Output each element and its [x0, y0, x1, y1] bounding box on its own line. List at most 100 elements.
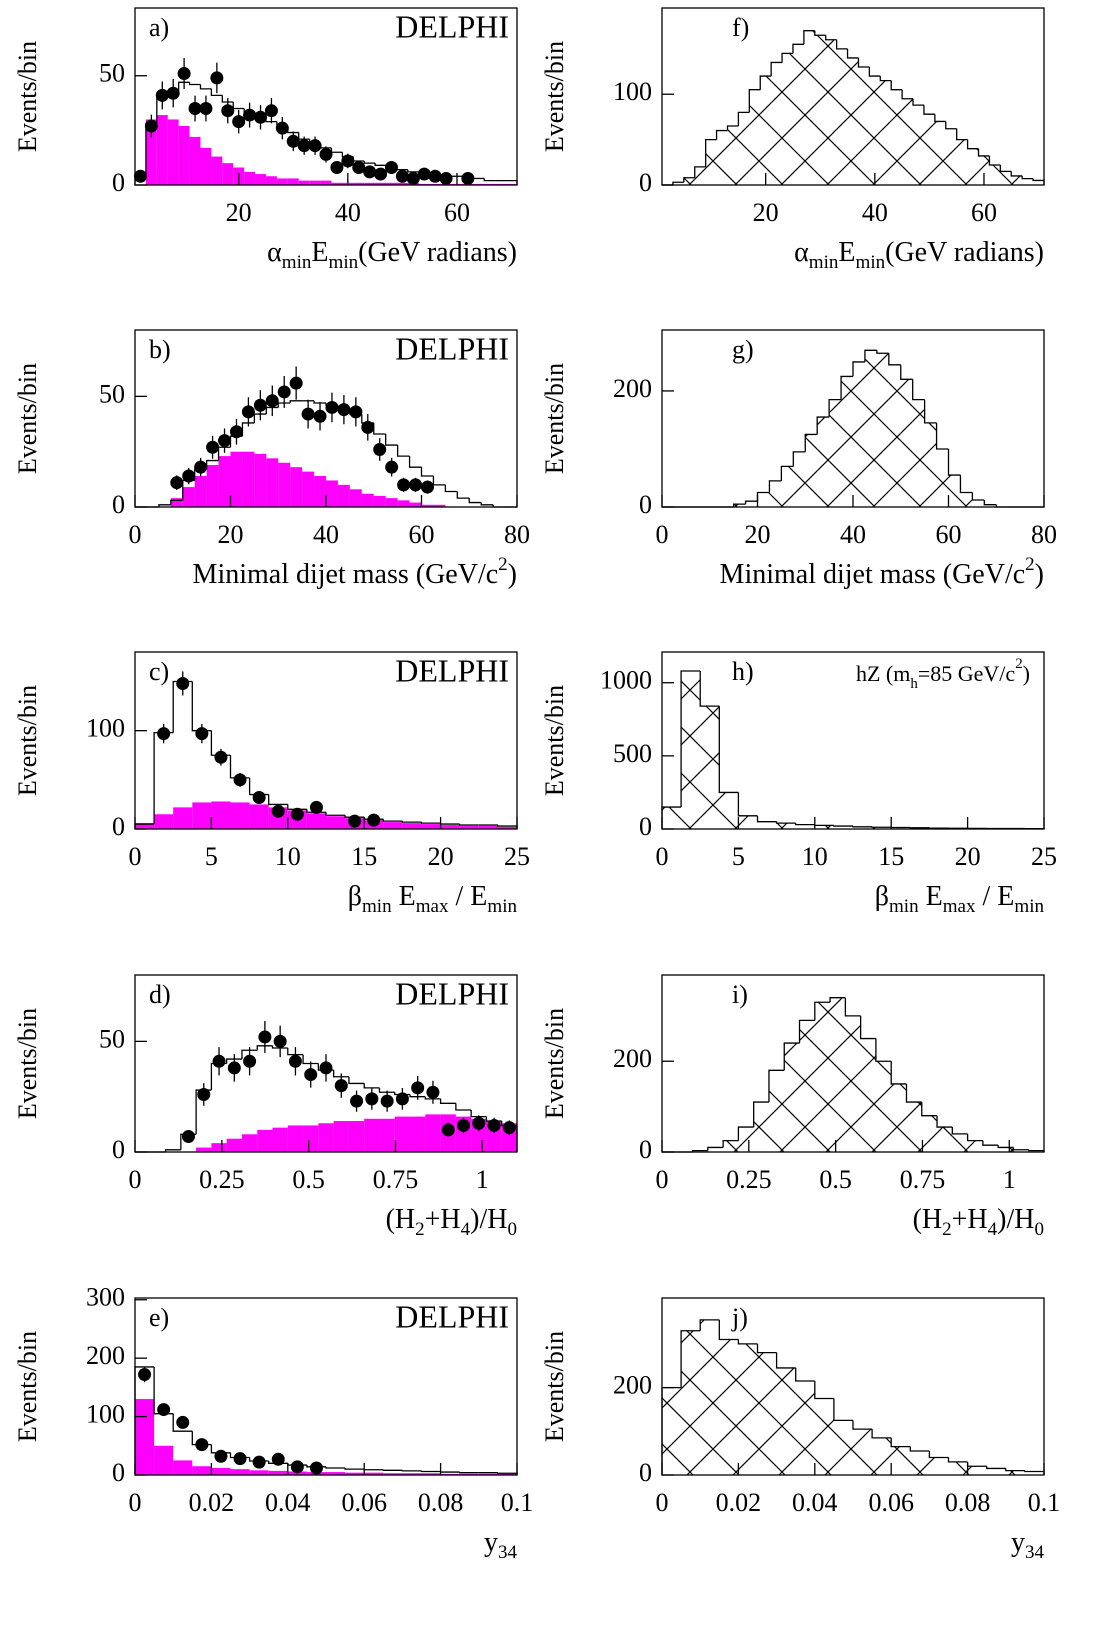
signal-bar	[672, 182, 684, 185]
x-tick-label: 15	[351, 842, 377, 871]
data-point	[199, 102, 213, 116]
y-tick-label: 0	[639, 168, 652, 197]
background-bar	[242, 451, 255, 507]
signal-outline	[852, 1420, 873, 1430]
data-point	[271, 804, 285, 818]
background-bar	[421, 504, 434, 507]
data-point	[341, 154, 355, 168]
signal-outline	[909, 1446, 930, 1452]
y-tick-label: 0	[639, 812, 652, 841]
plot-frame	[134, 974, 518, 1153]
total-outline	[348, 1076, 365, 1085]
signal-outline	[900, 364, 913, 380]
background-bar	[226, 1138, 242, 1152]
label-part: min	[809, 252, 839, 273]
signal-bar	[989, 165, 1001, 185]
x-axis-label: (H2+H4)/H0	[913, 1204, 1044, 1240]
signal-outline	[890, 1437, 911, 1448]
signal-bar	[836, 48, 848, 185]
background-bar	[433, 504, 446, 507]
signal-bar	[1028, 1150, 1044, 1152]
background-bar	[394, 1116, 411, 1152]
total-outline	[363, 160, 376, 164]
data-point	[229, 425, 243, 439]
signal-bar	[829, 399, 842, 507]
x-tick-label: 5	[732, 842, 745, 871]
data-point	[277, 385, 291, 399]
label-part: 2	[1015, 656, 1022, 672]
background-bar	[402, 1473, 422, 1475]
background-bar	[211, 1143, 227, 1152]
y-tick-label: 0	[112, 1135, 125, 1164]
x-tick-label: 0	[656, 1488, 669, 1517]
background-bar	[278, 462, 291, 507]
signal-outline	[833, 1398, 853, 1422]
x-tick-label: 10	[802, 842, 828, 871]
signal-outline	[844, 997, 861, 1017]
label-part: max	[416, 896, 449, 917]
signal-outline	[988, 155, 1001, 166]
data-point	[304, 1068, 318, 1082]
signal-outline	[718, 706, 739, 794]
signal-bar	[1024, 1471, 1044, 1475]
background-bar	[302, 471, 315, 507]
x-tick-label: 0	[129, 1488, 142, 1517]
x-tick-label: 20	[218, 520, 244, 549]
y-tick-label: 200	[613, 1371, 652, 1400]
panel-label: j)	[731, 1303, 748, 1332]
total-outline	[459, 1472, 479, 1474]
experiment-tag: DELPHI	[395, 1298, 509, 1334]
x-tick-label: 40	[840, 520, 866, 549]
panel-label: f)	[732, 13, 749, 42]
signal-bar	[662, 807, 682, 829]
y-tick-label: 300	[86, 1283, 125, 1312]
background-bar	[337, 484, 350, 507]
x-tick-label: 25	[504, 842, 530, 871]
label-part: E	[392, 881, 416, 912]
signal-outline	[923, 399, 937, 424]
data-point	[309, 1461, 323, 1475]
label-part: 34	[1025, 1542, 1045, 1563]
data-point	[428, 169, 442, 183]
y-axis-label: Events/bin	[540, 1331, 569, 1442]
background-bar	[249, 804, 269, 829]
background-bar	[421, 1473, 441, 1475]
plot-frame	[661, 7, 1045, 186]
data-point	[397, 478, 411, 492]
signal-bar	[1022, 178, 1034, 185]
background-bar	[314, 476, 326, 507]
y-tick-label: 50	[99, 379, 125, 408]
background-bar	[373, 495, 386, 507]
background-bar	[268, 1470, 288, 1475]
signal-bar	[776, 823, 796, 829]
data-point	[313, 409, 327, 423]
total-outline	[313, 400, 326, 404]
background-bar	[173, 807, 193, 829]
label-part: min	[889, 896, 919, 917]
background-bar	[383, 1473, 403, 1475]
total-outline	[444, 484, 458, 493]
x-tick-label: 0.5	[292, 1165, 325, 1194]
experiment-tag: DELPHI	[395, 8, 509, 44]
background-bar	[364, 1118, 380, 1152]
signal-bar	[745, 501, 758, 507]
data-point	[361, 420, 375, 434]
background-bar	[331, 182, 343, 185]
label-part: / E	[976, 881, 1015, 912]
signal-outline	[840, 375, 853, 400]
signal-outline	[1012, 1147, 1029, 1151]
x-tick-label: 0.08	[418, 1488, 464, 1517]
label-part: E	[838, 237, 855, 268]
signal-bar	[872, 827, 892, 829]
label-part: (GeV radians)	[358, 237, 517, 268]
signal-outline	[947, 1457, 968, 1463]
background-bar	[218, 456, 231, 507]
background-bar	[135, 1399, 155, 1475]
background-bar	[425, 1114, 441, 1152]
data-point	[502, 1121, 516, 1135]
background-bar	[478, 826, 498, 829]
y-tick-label: 200	[86, 1341, 125, 1370]
data-point	[461, 171, 475, 185]
signal-outline	[945, 121, 957, 130]
label-part: )/H	[470, 1204, 507, 1235]
